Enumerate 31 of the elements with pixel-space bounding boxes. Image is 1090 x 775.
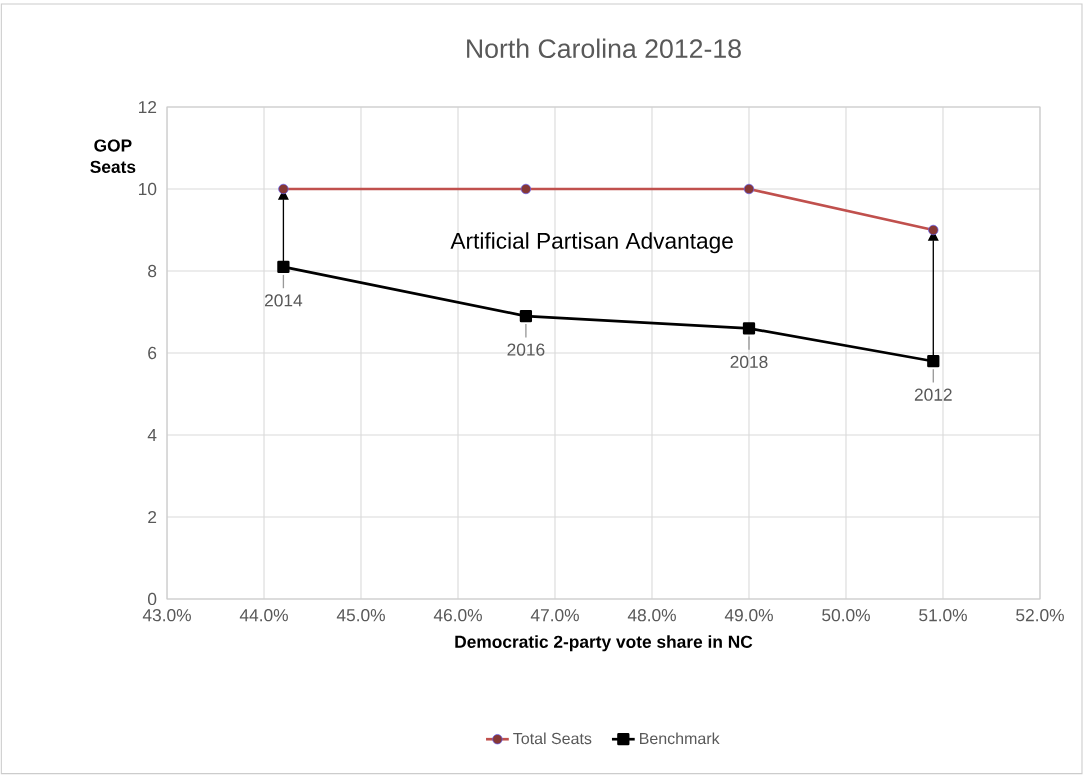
x-tick-label: 52.0% bbox=[1016, 609, 1064, 622]
legend-label: Total Seats bbox=[513, 732, 592, 745]
chart-title: North Carolina 2012-18 bbox=[467, 38, 741, 59]
x-tick-label: 49.0% bbox=[724, 609, 773, 622]
point bbox=[277, 260, 290, 274]
legend-label: Benchmark bbox=[640, 732, 720, 745]
x-tick-label: 51.0% bbox=[919, 609, 967, 622]
y-tick-label: 10 bbox=[139, 182, 157, 196]
y-tick-label: 2 bbox=[148, 510, 157, 524]
point bbox=[927, 355, 940, 368]
y-tick-label: 8 bbox=[148, 264, 157, 278]
annotation: 2012 bbox=[914, 388, 952, 401]
x-tick-label: 43.0% bbox=[142, 609, 191, 622]
point bbox=[519, 309, 533, 323]
x-axis-title: Democratic 2-party vote share in NC bbox=[455, 635, 753, 652]
x-tick-label: 44.0% bbox=[239, 609, 288, 622]
annotation: 2018 bbox=[730, 355, 768, 369]
x-tick-label: 45.0% bbox=[336, 609, 385, 622]
y-tick-label: 6 bbox=[148, 346, 157, 360]
x-tick-label: 50.0% bbox=[822, 609, 870, 622]
annotation: 2014 bbox=[265, 294, 303, 307]
x-tick-label: 48.0% bbox=[627, 609, 676, 622]
y-tick-label: 12 bbox=[139, 100, 157, 114]
y-axis-title: GOP Seats bbox=[90, 139, 136, 173]
point bbox=[742, 322, 756, 335]
y-tick-label: 0 bbox=[147, 592, 157, 606]
x-tick-label: 47.0% bbox=[530, 609, 579, 622]
annotation: 2016 bbox=[507, 343, 545, 356]
x-tick-label: 46.0% bbox=[433, 609, 482, 622]
y-tick-label: 4 bbox=[147, 429, 157, 441]
annotation: Artificial Partisan Advantage bbox=[450, 232, 733, 254]
